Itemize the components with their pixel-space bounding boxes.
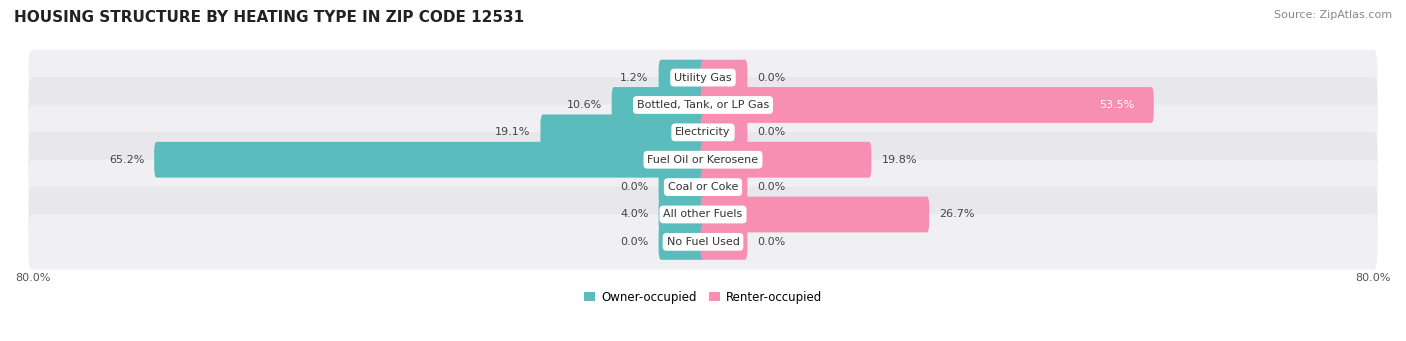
FancyBboxPatch shape (700, 196, 929, 232)
FancyBboxPatch shape (658, 169, 706, 205)
FancyBboxPatch shape (155, 142, 706, 178)
Text: 0.0%: 0.0% (620, 237, 648, 247)
FancyBboxPatch shape (658, 196, 706, 232)
Text: 0.0%: 0.0% (758, 182, 786, 192)
Text: Utility Gas: Utility Gas (675, 73, 731, 83)
Text: Electricity: Electricity (675, 127, 731, 137)
Text: 1.2%: 1.2% (620, 73, 648, 83)
Text: Fuel Oil or Kerosene: Fuel Oil or Kerosene (647, 155, 759, 165)
Text: 0.0%: 0.0% (758, 237, 786, 247)
FancyBboxPatch shape (658, 224, 706, 260)
Text: Source: ZipAtlas.com: Source: ZipAtlas.com (1274, 10, 1392, 20)
FancyBboxPatch shape (700, 115, 748, 150)
Text: 19.1%: 19.1% (495, 127, 530, 137)
Text: 65.2%: 65.2% (108, 155, 145, 165)
Text: 26.7%: 26.7% (939, 209, 974, 220)
Text: 4.0%: 4.0% (620, 209, 648, 220)
Text: No Fuel Used: No Fuel Used (666, 237, 740, 247)
FancyBboxPatch shape (28, 159, 1378, 215)
FancyBboxPatch shape (28, 77, 1378, 133)
Text: All other Fuels: All other Fuels (664, 209, 742, 220)
Text: 0.0%: 0.0% (758, 127, 786, 137)
FancyBboxPatch shape (540, 115, 706, 150)
Text: 10.6%: 10.6% (567, 100, 602, 110)
Text: HOUSING STRUCTURE BY HEATING TYPE IN ZIP CODE 12531: HOUSING STRUCTURE BY HEATING TYPE IN ZIP… (14, 10, 524, 25)
Text: 0.0%: 0.0% (620, 182, 648, 192)
FancyBboxPatch shape (658, 60, 706, 95)
FancyBboxPatch shape (700, 87, 1154, 123)
FancyBboxPatch shape (28, 105, 1378, 160)
FancyBboxPatch shape (700, 142, 872, 178)
Text: Bottled, Tank, or LP Gas: Bottled, Tank, or LP Gas (637, 100, 769, 110)
FancyBboxPatch shape (700, 169, 748, 205)
Text: 53.5%: 53.5% (1099, 100, 1135, 110)
FancyBboxPatch shape (28, 214, 1378, 270)
FancyBboxPatch shape (28, 132, 1378, 188)
Legend: Owner-occupied, Renter-occupied: Owner-occupied, Renter-occupied (579, 286, 827, 309)
FancyBboxPatch shape (700, 60, 748, 95)
Text: Coal or Coke: Coal or Coke (668, 182, 738, 192)
FancyBboxPatch shape (612, 87, 706, 123)
Text: 0.0%: 0.0% (758, 73, 786, 83)
FancyBboxPatch shape (28, 50, 1378, 105)
FancyBboxPatch shape (700, 224, 748, 260)
FancyBboxPatch shape (28, 187, 1378, 242)
Text: 19.8%: 19.8% (882, 155, 917, 165)
